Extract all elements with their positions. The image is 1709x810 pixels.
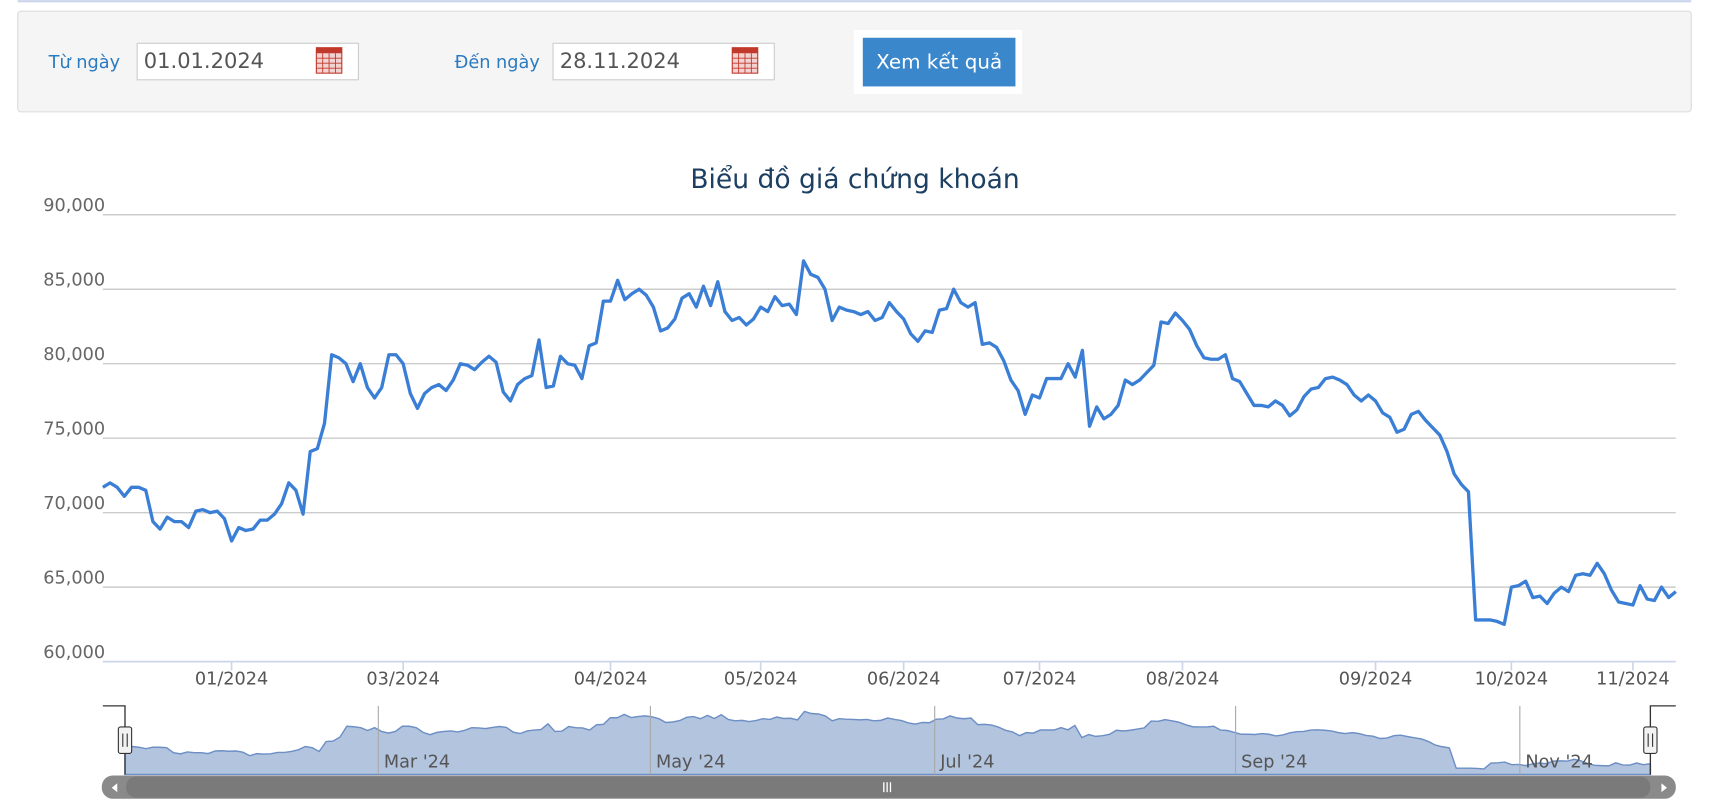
x-tick-label: 05/2024 (724, 669, 797, 689)
x-tick-label: 01/2024 (195, 669, 268, 689)
navigator-label: Mar '24 (384, 752, 450, 772)
x-tick-label: 11/2024 (1596, 669, 1669, 689)
navigator-handle[interactable] (1643, 726, 1658, 754)
calendar-top[interactable] (732, 47, 758, 54)
calendar-top[interactable] (316, 47, 342, 54)
scrollbar-thumb[interactable] (126, 776, 1651, 798)
x-tick-label: 03/2024 (366, 669, 439, 689)
to-label: Đến ngày (455, 52, 540, 73)
scroll-left-arrow[interactable] (111, 783, 118, 793)
y-tick-label: 60,000 (43, 643, 105, 663)
handle-body[interactable] (117, 726, 133, 754)
x-tick-label: 10/2024 (1475, 669, 1548, 689)
x-tick-label: 09/2024 (1339, 669, 1412, 689)
y-tick-label: 70,000 (43, 494, 105, 514)
y-tick-label: 90,000 (43, 196, 105, 216)
scrollbar[interactable] (101, 775, 1676, 799)
submit-button[interactable]: Xem kết quả (862, 37, 1016, 87)
calendar-icon[interactable] (731, 47, 759, 74)
to-value[interactable]: 28.11.2024 (560, 48, 680, 73)
x-tick-label: 07/2024 (1003, 669, 1076, 689)
navigator-label: May '24 (656, 752, 726, 772)
y-tick-label: 65,000 (43, 568, 105, 588)
navigator-label: Sep '24 (1241, 752, 1307, 772)
chart-title: Biểu đồ giá chứng khoán (690, 164, 1019, 195)
x-tick-label: 04/2024 (574, 669, 647, 689)
from-value[interactable]: 01.01.2024 (144, 48, 264, 73)
navigator-label: Nov '24 (1525, 752, 1593, 772)
navigator-area (124, 710, 1652, 776)
y-tick-label: 75,000 (43, 419, 105, 439)
navigator-handle[interactable] (117, 726, 133, 754)
y-tick-label: 85,000 (43, 270, 105, 290)
x-tick-label: 06/2024 (867, 669, 940, 689)
price-line (101, 259, 1677, 627)
from-label: Từ ngày (48, 53, 120, 73)
button-label[interactable]: Xem kết quả (876, 51, 1002, 74)
handle-body[interactable] (1643, 726, 1658, 754)
scroll-right-arrow[interactable] (1661, 783, 1667, 793)
x-tick-label: 08/2024 (1146, 669, 1219, 689)
navigator-label: Jul '24 (939, 752, 994, 772)
calendar-icon[interactable] (315, 47, 343, 74)
y-tick-label: 80,000 (43, 345, 105, 365)
button-bg[interactable] (862, 37, 1016, 87)
